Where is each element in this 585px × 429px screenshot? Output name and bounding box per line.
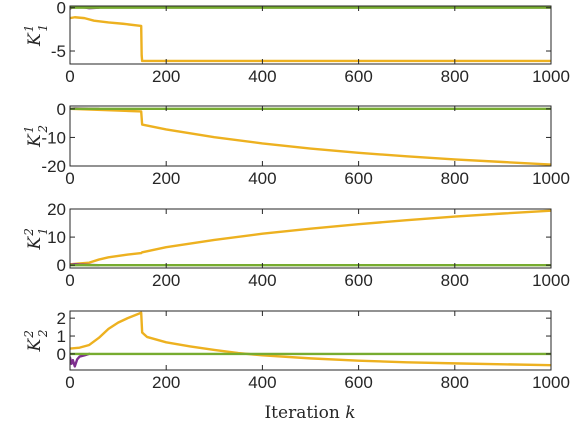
series-line-1 bbox=[70, 311, 551, 367]
series-group bbox=[70, 107, 551, 166]
series-group bbox=[70, 6, 551, 63]
series-line-1 bbox=[70, 16, 551, 63]
y-tick-label: 10 bbox=[47, 228, 66, 247]
x-tick-label: 800 bbox=[441, 67, 469, 86]
x-tick-label: 400 bbox=[248, 373, 276, 392]
x-tick-label: 200 bbox=[152, 67, 180, 86]
y-axis-label: K12 bbox=[22, 125, 50, 148]
x-tick-label: 600 bbox=[344, 271, 372, 290]
y-tick-label: 2 bbox=[57, 309, 66, 328]
axes-box bbox=[69, 310, 552, 371]
y-axis-label: K21 bbox=[22, 228, 50, 251]
x-tick-label: 200 bbox=[152, 271, 180, 290]
axes-box bbox=[69, 5, 552, 65]
y-tick-label: 1 bbox=[57, 327, 66, 346]
y-axis-label: K11 bbox=[22, 24, 50, 47]
x-tick-label: 600 bbox=[344, 373, 372, 392]
x-tick-label: 600 bbox=[344, 169, 372, 188]
y-tick-label: -10 bbox=[41, 128, 66, 147]
series-group bbox=[70, 311, 551, 368]
x-tick-label: 400 bbox=[248, 169, 276, 188]
y-tick-label: 0 bbox=[57, 345, 66, 364]
y-tick-label: -20 bbox=[41, 157, 66, 176]
y-tick-label: -5 bbox=[51, 42, 66, 61]
series-line-1 bbox=[70, 107, 551, 166]
x-tick-label: 400 bbox=[248, 271, 276, 290]
axes-box bbox=[69, 208, 552, 269]
x-tick-label: 1000 bbox=[532, 373, 570, 392]
x-tick-label: 0 bbox=[65, 271, 74, 290]
x-tick-label: 0 bbox=[65, 169, 74, 188]
y-tick-label: 0 bbox=[57, 100, 66, 119]
series-group bbox=[70, 209, 551, 267]
y-axis-label: K22 bbox=[22, 330, 50, 353]
x-tick-label: 800 bbox=[441, 373, 469, 392]
x-tick-label: 200 bbox=[152, 373, 180, 392]
x-tick-label: 800 bbox=[441, 169, 469, 188]
y-tick-label: 20 bbox=[47, 200, 66, 219]
x-tick-label: 0 bbox=[65, 67, 74, 86]
x-tick-label: 800 bbox=[441, 271, 469, 290]
series-line-1 bbox=[70, 209, 551, 266]
x-tick-label: 1000 bbox=[532, 67, 570, 86]
subplot-3: 0 200 400 600 800 1000 0 10 20 K21 bbox=[22, 200, 570, 290]
x-tick-label: 0 bbox=[65, 373, 74, 392]
series-line-2 bbox=[70, 352, 91, 368]
subplot-2: 0 200 400 600 800 1000 -20 -10 0 K12 bbox=[22, 100, 570, 188]
x-tick-label: 1000 bbox=[532, 271, 570, 290]
y-tick-label: 0 bbox=[57, 256, 66, 275]
x-tick-label: 1000 bbox=[532, 169, 570, 188]
x-axis-label: Iteration k bbox=[264, 403, 355, 423]
y-tick-label: 0 bbox=[57, 0, 66, 18]
x-tick-label: 600 bbox=[344, 67, 372, 86]
x-tick-label: 400 bbox=[248, 67, 276, 86]
subplot-1: 0 200 400 600 800 1000 -5 0 K11 bbox=[22, 0, 570, 86]
x-tick-label: 200 bbox=[152, 169, 180, 188]
axes-box bbox=[69, 105, 552, 167]
